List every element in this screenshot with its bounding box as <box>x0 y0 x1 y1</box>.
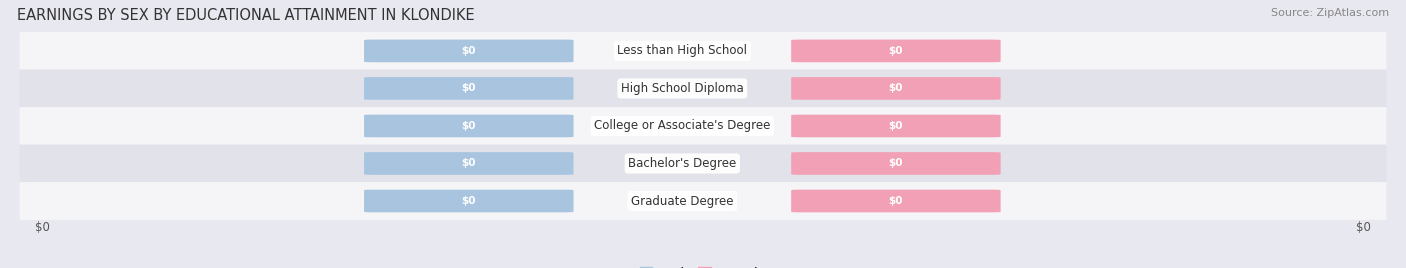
Text: $0: $0 <box>461 196 477 206</box>
FancyBboxPatch shape <box>20 107 1386 145</box>
Text: Less than High School: Less than High School <box>617 44 748 57</box>
FancyBboxPatch shape <box>792 77 1001 100</box>
Text: $0: $0 <box>1357 221 1371 233</box>
Text: $0: $0 <box>889 83 903 94</box>
FancyBboxPatch shape <box>792 152 1001 175</box>
Text: Graduate Degree: Graduate Degree <box>631 195 734 207</box>
FancyBboxPatch shape <box>20 144 1386 183</box>
Text: EARNINGS BY SEX BY EDUCATIONAL ATTAINMENT IN KLONDIKE: EARNINGS BY SEX BY EDUCATIONAL ATTAINMEN… <box>17 8 474 23</box>
FancyBboxPatch shape <box>792 190 1001 212</box>
Text: $0: $0 <box>889 121 903 131</box>
Text: $0: $0 <box>889 46 903 56</box>
Text: $0: $0 <box>35 221 49 233</box>
FancyBboxPatch shape <box>20 182 1386 220</box>
Text: College or Associate's Degree: College or Associate's Degree <box>595 120 770 132</box>
Text: $0: $0 <box>889 196 903 206</box>
Text: $0: $0 <box>461 121 477 131</box>
Text: Source: ZipAtlas.com: Source: ZipAtlas.com <box>1271 8 1389 18</box>
Text: $0: $0 <box>461 158 477 169</box>
FancyBboxPatch shape <box>792 40 1001 62</box>
FancyBboxPatch shape <box>20 32 1386 70</box>
FancyBboxPatch shape <box>364 115 574 137</box>
Text: $0: $0 <box>461 83 477 94</box>
Text: $0: $0 <box>889 158 903 169</box>
FancyBboxPatch shape <box>364 152 574 175</box>
FancyBboxPatch shape <box>792 115 1001 137</box>
Legend: Male, Female: Male, Female <box>636 262 770 268</box>
FancyBboxPatch shape <box>364 190 574 212</box>
FancyBboxPatch shape <box>364 40 574 62</box>
Text: $0: $0 <box>461 46 477 56</box>
FancyBboxPatch shape <box>20 69 1386 107</box>
FancyBboxPatch shape <box>364 77 574 100</box>
Text: Bachelor's Degree: Bachelor's Degree <box>628 157 737 170</box>
Text: High School Diploma: High School Diploma <box>621 82 744 95</box>
